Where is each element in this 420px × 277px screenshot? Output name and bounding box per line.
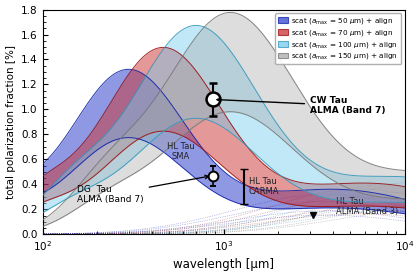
Text: CW Tau
ALMA (Band 7): CW Tau ALMA (Band 7) (217, 96, 386, 115)
Text: HL Tau
ALMA (Band 3): HL Tau ALMA (Band 3) (336, 197, 399, 216)
Y-axis label: total polarization fraction [%]: total polarization fraction [%] (5, 45, 16, 199)
Text: DG  Tau
ALMA (Band 7): DG Tau ALMA (Band 7) (77, 175, 209, 204)
Legend: scat ($a_{\mathrm{max}}$ = 50 $\mu$m) + align, scat ($a_{\mathrm{max}}$ = 70 $\m: scat ($a_{\mathrm{max}}$ = 50 $\mu$m) + … (276, 13, 401, 64)
X-axis label: wavelength [μm]: wavelength [μm] (173, 258, 274, 271)
Text: HL Tau
CARMA: HL Tau CARMA (249, 177, 279, 196)
Text: HL Tau
SMA: HL Tau SMA (167, 142, 195, 161)
